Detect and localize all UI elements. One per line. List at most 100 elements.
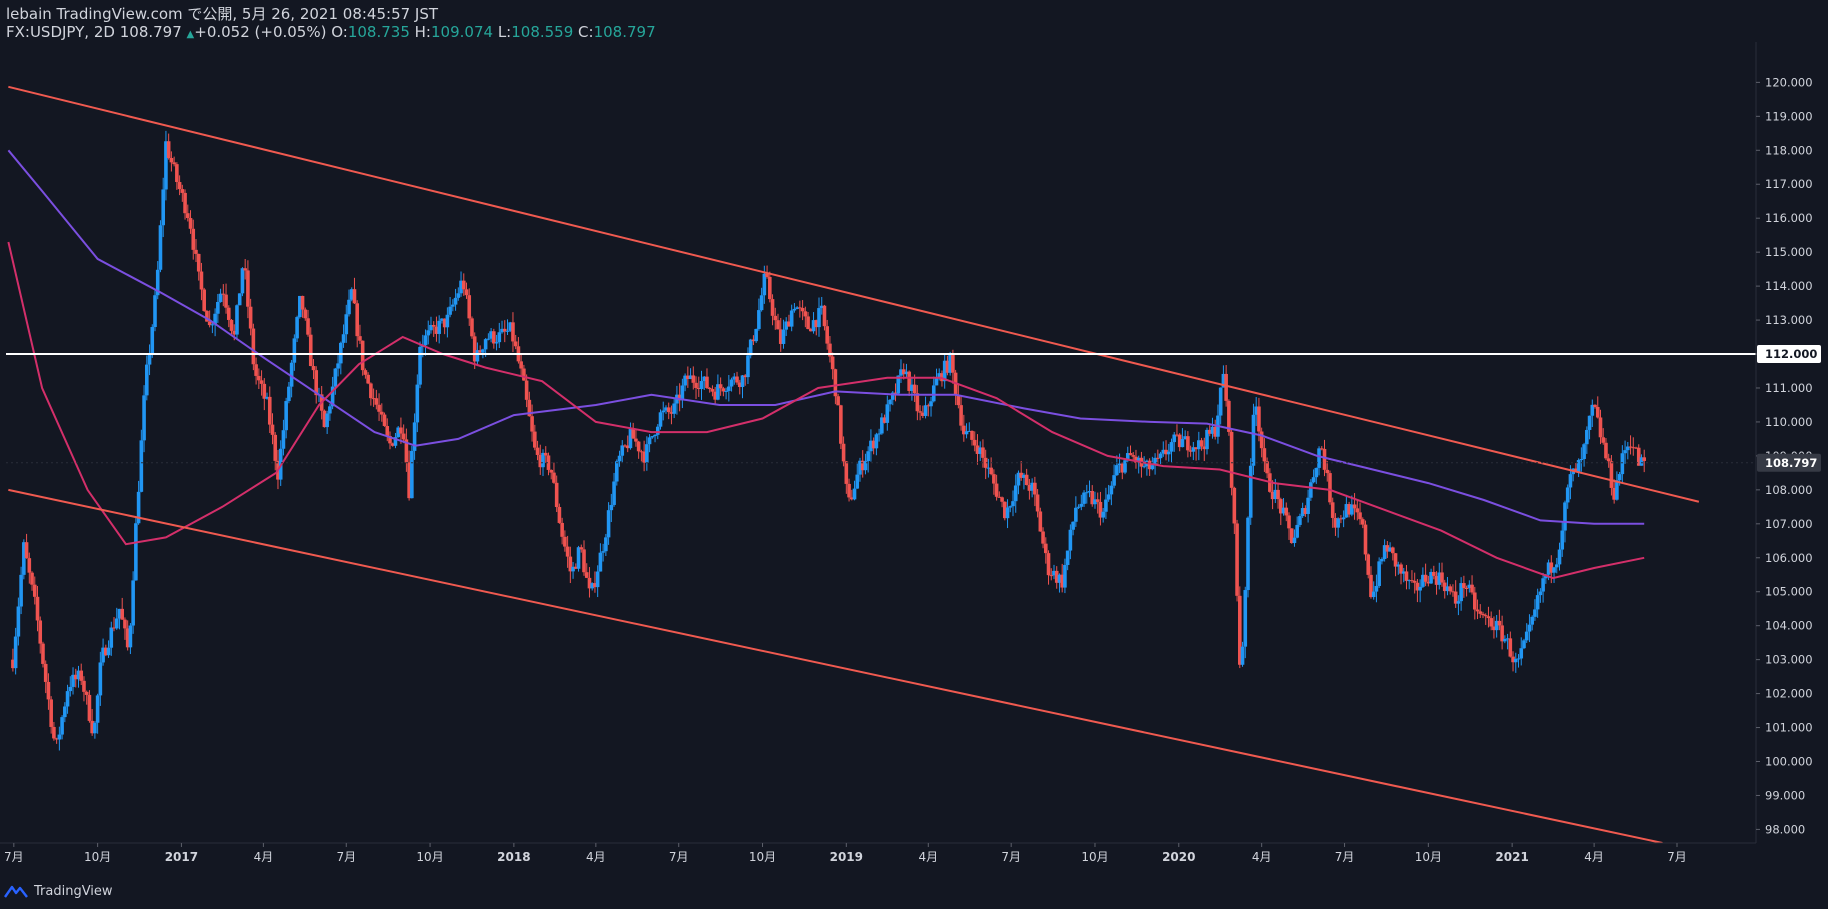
candles [11, 130, 1647, 751]
candle-body [1082, 492, 1086, 504]
candle-body [1188, 450, 1193, 452]
candle [699, 370, 704, 400]
candle [1008, 505, 1013, 513]
candle [1281, 498, 1286, 516]
lower-channel-line[interactable] [8, 488, 1663, 843]
candle [63, 702, 67, 723]
candle [1306, 489, 1310, 523]
candle-body [757, 310, 761, 329]
candle-body [683, 375, 687, 386]
y-tick-label: 114.000 [1765, 279, 1813, 293]
candle-body [836, 396, 840, 406]
candle [713, 386, 717, 405]
candle-body [565, 546, 570, 557]
candle-body [912, 384, 917, 394]
candle-body [150, 327, 155, 354]
candle-body [1112, 475, 1116, 486]
candle [1489, 611, 1493, 631]
candle-body [366, 374, 370, 384]
candle [161, 177, 165, 238]
candle [871, 437, 876, 455]
candle-body [1557, 549, 1562, 565]
candle-body [412, 422, 417, 451]
candle [464, 282, 469, 299]
candle [1598, 409, 1603, 445]
candle [800, 300, 805, 321]
candle [1585, 426, 1589, 454]
candle [688, 368, 693, 380]
candle-body [1278, 499, 1283, 514]
candle [79, 663, 84, 686]
candle [502, 320, 507, 343]
candle-body [740, 375, 745, 388]
candle [1456, 595, 1461, 616]
candle-body [743, 375, 748, 378]
candle-body [1576, 460, 1581, 473]
candle-body [557, 507, 562, 523]
upper-channel-line[interactable] [8, 85, 1700, 503]
candle [1432, 565, 1436, 580]
candle [27, 552, 32, 584]
candle-body [248, 306, 253, 329]
candle-body [76, 670, 81, 680]
candle-body [1164, 449, 1168, 455]
candle-body [1434, 575, 1439, 585]
candle-body [929, 401, 933, 407]
candle-body [1503, 639, 1507, 642]
candle-body [986, 467, 991, 469]
candle [1620, 445, 1625, 484]
candle [1339, 515, 1343, 524]
candle [142, 385, 146, 453]
candle-body [773, 315, 778, 321]
tradingview-footer[interactable]: TradingView [4, 880, 113, 902]
candle-body [1429, 571, 1433, 584]
candle-body [1464, 588, 1469, 590]
candle-body [1142, 466, 1146, 468]
candle-body [699, 381, 704, 390]
y-tick-label: 120.000 [1765, 75, 1813, 89]
candle-body [631, 428, 635, 439]
candle [970, 430, 974, 446]
candle [1298, 513, 1302, 528]
candle-body [1033, 482, 1037, 495]
candle-body [822, 305, 827, 327]
candle-body [1519, 648, 1524, 659]
symbol-name[interactable]: FX:USDJPY, 2D [6, 23, 115, 41]
candle-body [1095, 499, 1100, 502]
candle-body [423, 335, 428, 346]
candle-body [363, 370, 368, 375]
candle-body [1565, 487, 1570, 503]
candle [1136, 455, 1141, 474]
candle-body [1295, 524, 1299, 538]
candle-body [945, 360, 950, 373]
candle-body [1590, 404, 1595, 416]
candle [653, 434, 657, 443]
x-tick-label: 2019 [830, 850, 863, 864]
x-tick-label: 4月 [586, 850, 606, 864]
candle-body [885, 404, 890, 423]
candle [341, 324, 346, 348]
candle-body [1467, 584, 1472, 589]
candle [410, 445, 414, 499]
candle-body [1041, 531, 1045, 544]
candle-body [1101, 511, 1105, 518]
candle-body [584, 572, 589, 578]
plot-area[interactable] [6, 85, 1756, 843]
y-tick-label: 102.000 [1765, 687, 1813, 701]
candle-body [590, 583, 594, 589]
candle [1186, 431, 1190, 458]
candle-body [1533, 609, 1537, 617]
candle [628, 422, 633, 450]
candle-body [604, 537, 608, 552]
candle-body [1410, 580, 1414, 582]
candle [155, 261, 160, 300]
candle [1065, 550, 1070, 571]
candle-body [524, 380, 529, 400]
candle-body [830, 356, 835, 370]
candle-body [1634, 447, 1638, 449]
candle-body [904, 371, 909, 375]
candle-body [530, 416, 534, 432]
candle-body [896, 375, 901, 394]
x-tick-label: 10月 [416, 850, 443, 864]
